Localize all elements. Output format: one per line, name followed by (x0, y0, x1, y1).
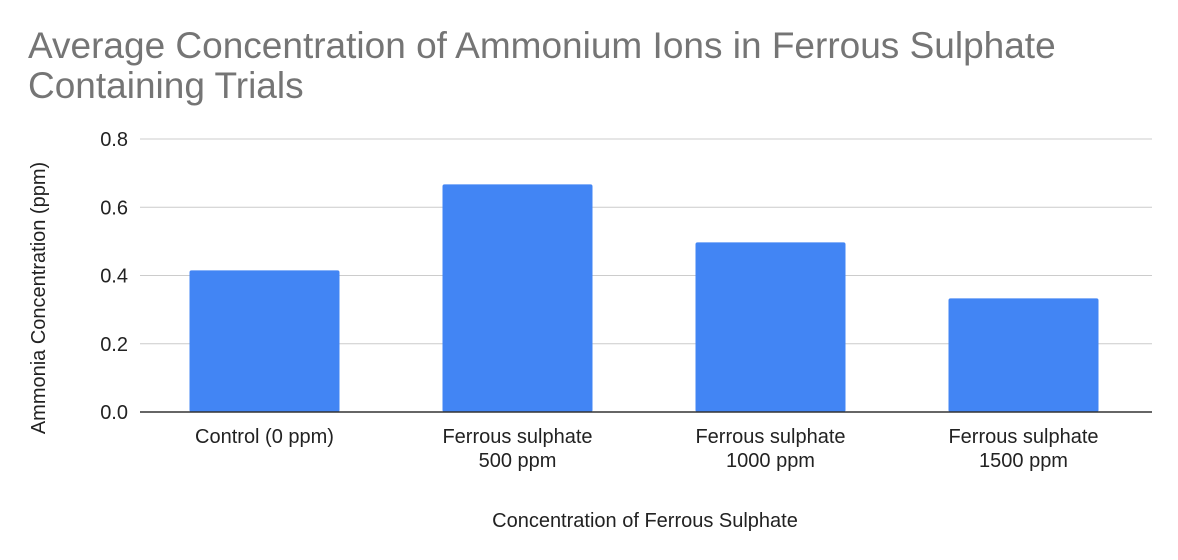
chart-title: Average Concentration of Ammonium Ions i… (28, 25, 1056, 106)
x-tick-label: Ferrous sulphate (695, 426, 845, 448)
y-tick-label: 0.6 (100, 197, 128, 219)
y-axis-title: Ammonia Concentration (ppm) (28, 162, 50, 434)
x-tick-label: 1000 ppm (726, 450, 815, 472)
bar (948, 298, 1099, 412)
y-tick-label: 0.2 (100, 334, 128, 356)
y-tick-label: 0.4 (100, 266, 128, 288)
x-axis-title: Concentration of Ferrous Sulphate (492, 510, 798, 532)
y-tick-label: 0.8 (100, 129, 128, 151)
bar (695, 242, 846, 412)
bars (189, 184, 1099, 412)
x-tick-label: 1500 ppm (979, 450, 1068, 472)
x-tick-label: 500 ppm (479, 450, 557, 472)
bar (189, 270, 340, 412)
y-tick-label: 0.0 (100, 402, 128, 424)
x-tick-label: Ferrous sulphate (442, 426, 592, 448)
bar (442, 184, 593, 412)
x-tick-label: Ferrous sulphate (948, 426, 1098, 448)
x-tick-label: Control (0 ppm) (195, 426, 334, 448)
y-tick-labels: 0.0 0.2 0.4 0.6 0.8 (100, 129, 128, 424)
